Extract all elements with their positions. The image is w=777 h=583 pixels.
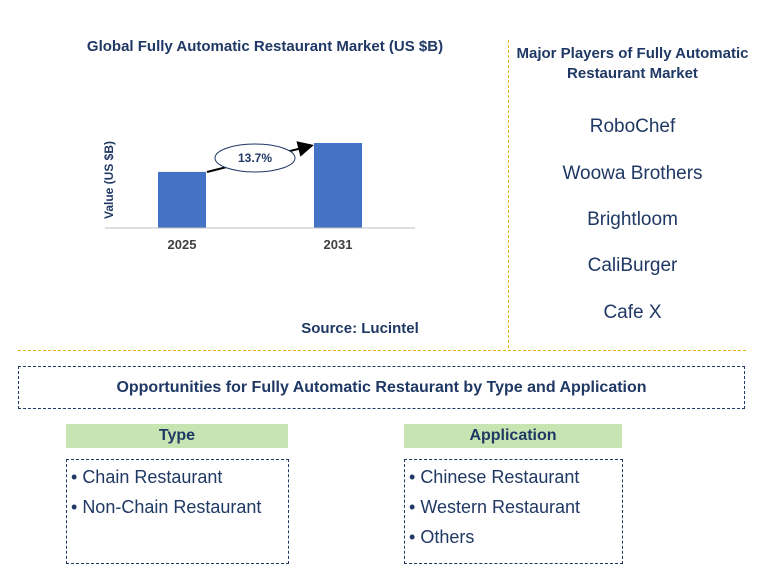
bar-2031 bbox=[314, 143, 362, 228]
source-label: Source: Lucintel bbox=[301, 320, 419, 337]
list-item: • Western Restaurant bbox=[409, 497, 581, 517]
vertical-divider bbox=[508, 40, 509, 348]
application-header: Application bbox=[404, 424, 622, 448]
x-tick-label: 2025 bbox=[168, 237, 197, 252]
horizontal-divider bbox=[18, 350, 746, 351]
player-item: RoboChef bbox=[589, 116, 676, 137]
players-title: Major Players of Fully Automatic Restaur… bbox=[516, 45, 749, 82]
cagr-label: 13.7% bbox=[238, 151, 272, 165]
x-tick-label: 2031 bbox=[324, 237, 353, 252]
list-item: • Others bbox=[409, 527, 475, 547]
bar-2025 bbox=[158, 171, 206, 228]
type-header: Type bbox=[66, 424, 288, 448]
application-item-label: Chinese Restaurant bbox=[420, 467, 580, 487]
player-item: Woowa Brothers bbox=[562, 163, 703, 184]
chart-title: Global Fully Automatic Restaurant Market… bbox=[86, 38, 444, 55]
type-item-label: Chain Restaurant bbox=[82, 467, 223, 487]
list-item: • Chain Restaurant bbox=[71, 467, 223, 487]
player-item: Brightloom bbox=[587, 209, 678, 230]
application-list: • Chinese Restaurant • Western Restauran… bbox=[404, 459, 623, 564]
bar-chart: Value (US $B) 2025 2031 13.7% bbox=[102, 141, 415, 252]
y-axis-label: Value (US $B) bbox=[102, 141, 116, 219]
application-item-label: Western Restaurant bbox=[420, 497, 581, 517]
cagr-bubble bbox=[214, 143, 296, 173]
type-list: • Chain Restaurant • Non-Chain Restauran… bbox=[66, 459, 289, 564]
opportunities-title: Opportunities for Fully Automatic Restau… bbox=[18, 366, 745, 409]
list-item: • Non-Chain Restaurant bbox=[71, 497, 262, 517]
player-item: Cafe X bbox=[603, 302, 662, 323]
player-item: CaliBurger bbox=[587, 255, 678, 276]
application-item-label: Others bbox=[420, 527, 475, 547]
type-item-label: Non-Chain Restaurant bbox=[82, 497, 262, 517]
list-item: • Chinese Restaurant bbox=[409, 467, 580, 487]
